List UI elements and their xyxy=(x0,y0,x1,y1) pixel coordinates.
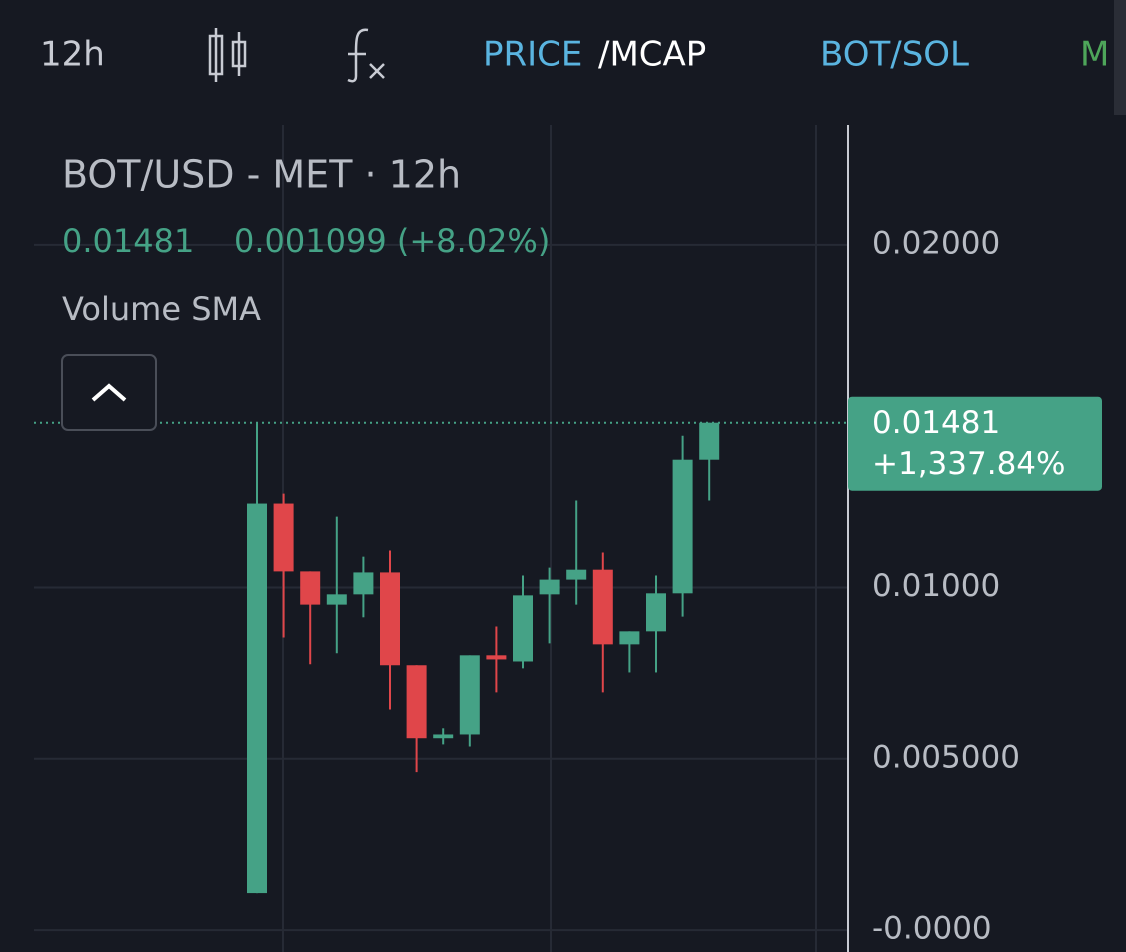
candle-body xyxy=(646,593,666,632)
mcap-tab[interactable]: /MCAP xyxy=(598,35,706,75)
candle-body xyxy=(592,569,613,645)
candle-body xyxy=(459,655,480,735)
price-tag xyxy=(848,396,1102,491)
candle-body xyxy=(566,569,587,580)
candle-body xyxy=(619,631,640,645)
toolbar xyxy=(0,0,1116,115)
candle-body xyxy=(699,422,720,460)
candle-body xyxy=(300,571,321,605)
y-tick-label: -0.0000 xyxy=(872,911,992,947)
candle-body xyxy=(326,594,347,605)
price-tag-value: 0.01481 xyxy=(872,405,1000,441)
legend-price: 0.01481 xyxy=(62,222,194,260)
candle-body xyxy=(513,595,533,662)
indicator-label: Volume SMA xyxy=(62,290,261,328)
price-tab[interactable]: PRICE xyxy=(483,35,582,75)
y-tick-label: 0.02000 xyxy=(872,225,1000,261)
collapse-button[interactable] xyxy=(61,354,157,431)
candle-icon[interactable] xyxy=(208,28,247,82)
candle-body xyxy=(353,572,374,595)
candle-body xyxy=(433,734,454,739)
candle-body xyxy=(539,579,560,595)
candle-body xyxy=(672,459,693,594)
more-tab[interactable]: M xyxy=(1080,35,1109,75)
candle-body xyxy=(406,665,427,739)
candle-body xyxy=(273,503,294,572)
scroll-edge xyxy=(1114,0,1126,115)
candle-body xyxy=(380,572,400,666)
pair-tab[interactable]: BOT/SOL xyxy=(820,35,969,75)
legend-change: 0.001099 (+8.02%) xyxy=(234,222,550,260)
y-tick-label: 0.01000 xyxy=(872,568,1000,604)
price-tag-change: +1,337.84% xyxy=(872,446,1065,482)
chevron-icon xyxy=(91,383,127,402)
candle-body xyxy=(247,503,267,894)
indicator-icon[interactable] xyxy=(347,28,385,83)
interval-tab[interactable]: 12h xyxy=(40,35,105,75)
y-tick-label: 0.005000 xyxy=(872,739,1020,775)
chart-title: BOT/USD - MET · 12h xyxy=(62,153,461,197)
plot xyxy=(34,125,849,952)
candle-body xyxy=(486,655,507,660)
